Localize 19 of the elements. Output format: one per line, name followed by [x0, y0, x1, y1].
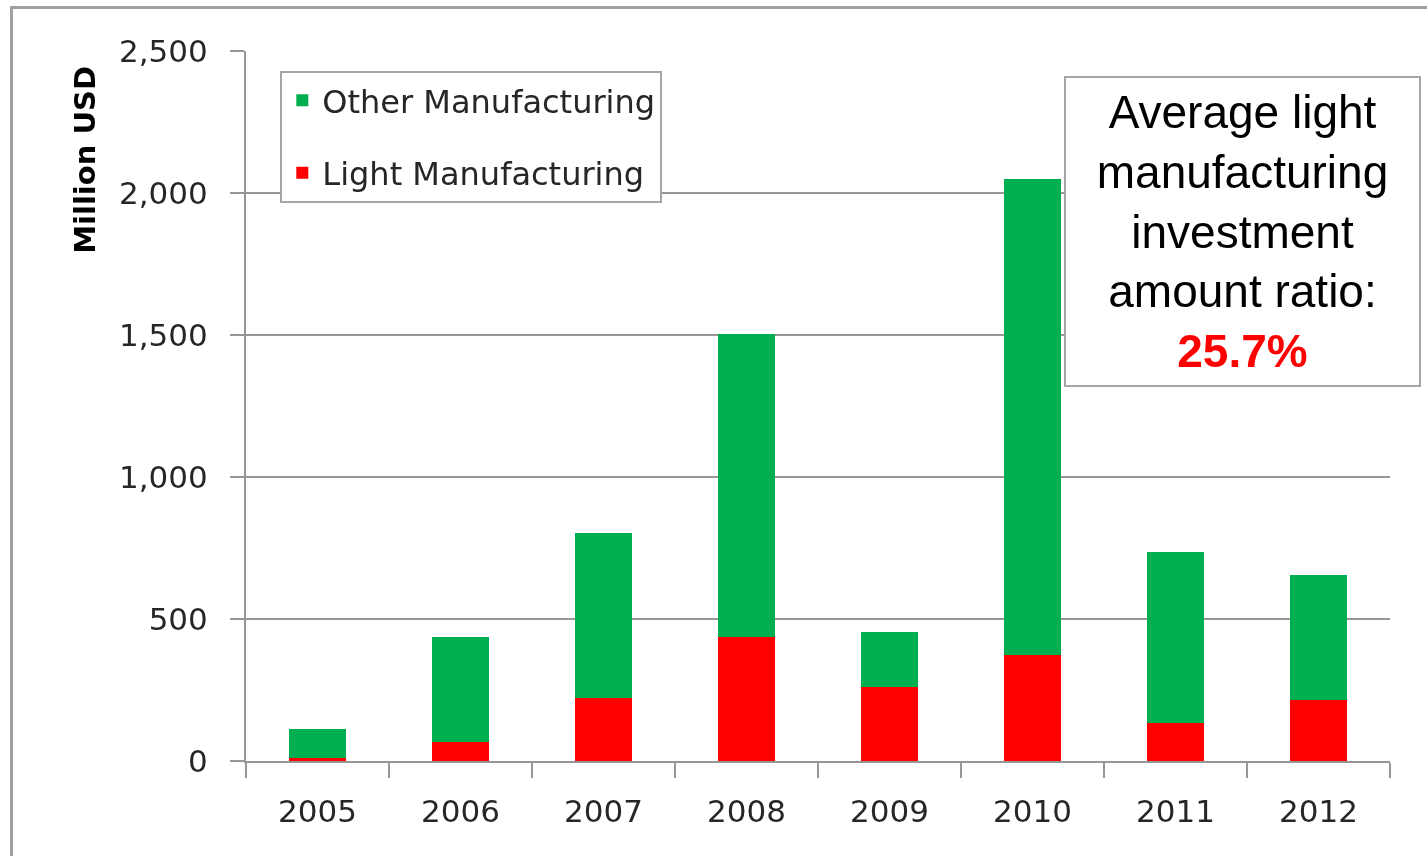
y-tick-label: 1,000: [119, 458, 208, 495]
x-tick-label: 2008: [707, 793, 786, 830]
x-tick-label: 2012: [1279, 793, 1358, 830]
y-tick-label: 0: [188, 742, 208, 779]
y-tick-label: 1,500: [119, 316, 208, 353]
y-tick-label: 2,000: [119, 174, 208, 211]
y-tick-label: 500: [148, 600, 208, 637]
y-tick-label: 2,500: [119, 32, 208, 69]
x-tick-label: 2011: [1136, 793, 1215, 830]
x-tick-label: 2009: [850, 793, 929, 830]
annotation: Average light manufacturing investment amount ratio:: [1096, 86, 1389, 318]
x-tick-label: 2010: [993, 793, 1072, 830]
x-tick-label: 2006: [421, 793, 500, 830]
x-tick-label: 2005: [278, 793, 357, 830]
legend-label: Light Manufacturing: [322, 155, 645, 194]
y-axis-title: Million USD: [68, 66, 103, 254]
annotation: 25.7%: [1177, 325, 1308, 378]
legend-label: Other Manufacturing: [322, 82, 656, 121]
x-tick-label: 2007: [564, 793, 643, 830]
